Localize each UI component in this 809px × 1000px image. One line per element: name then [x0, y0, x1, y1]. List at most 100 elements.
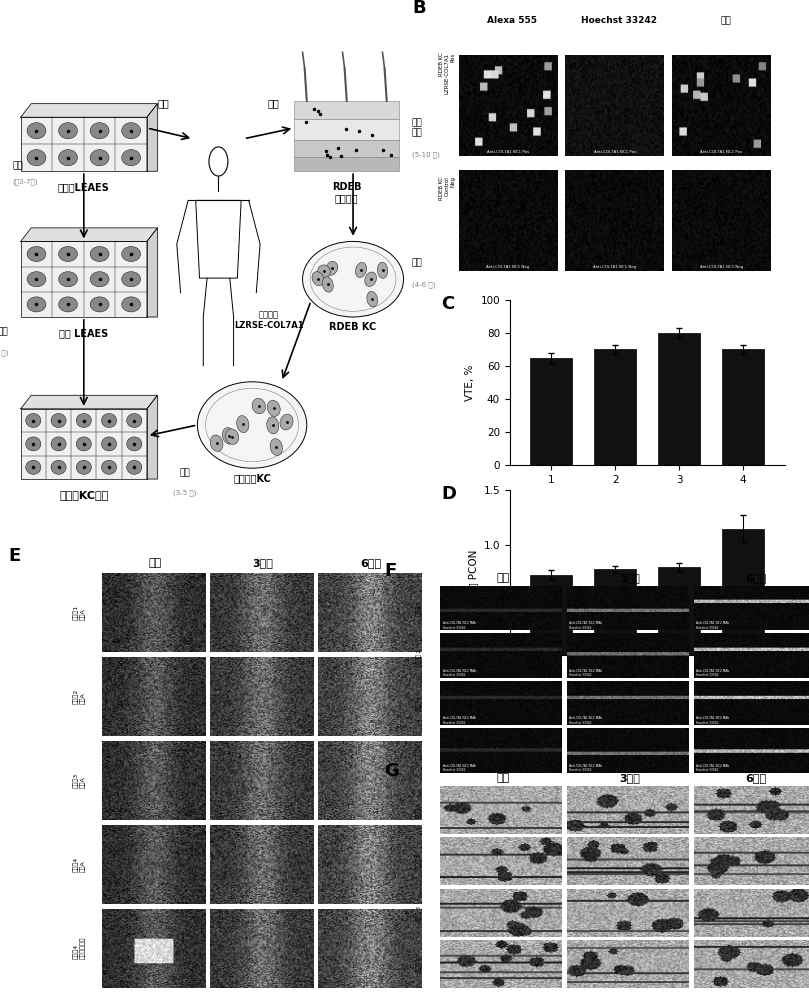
Text: Anti-COL7A1 NC2 MAb
Hoechst 33342: Anti-COL7A1 NC2 MAb Hoechst 33342: [696, 764, 729, 772]
Text: Anti-COL7A1 NC2 MAb
Hoechst 33342: Anti-COL7A1 NC2 MAb Hoechst 33342: [570, 669, 603, 677]
Ellipse shape: [121, 123, 141, 139]
Text: 基线: 基线: [496, 573, 510, 583]
Text: Anti-COL7A1 NC2 MAb
Hoechst 33342: Anti-COL7A1 NC2 MAb Hoechst 33342: [443, 669, 476, 677]
Ellipse shape: [252, 398, 265, 414]
Text: 合并: 合并: [720, 16, 731, 25]
Ellipse shape: [27, 123, 46, 139]
Ellipse shape: [76, 460, 91, 474]
Ellipse shape: [101, 460, 116, 474]
Text: G: G: [384, 762, 399, 780]
Text: RDEB KC
Control
Neg: RDEB KC Control Neg: [438, 176, 455, 200]
Ellipse shape: [101, 413, 116, 428]
Bar: [294, 140, 400, 157]
Ellipse shape: [58, 123, 78, 139]
Text: 受试者 4: 受试者 4: [417, 957, 422, 972]
Ellipse shape: [76, 413, 91, 428]
Text: 6个月: 6个月: [746, 773, 767, 783]
Ellipse shape: [27, 297, 46, 312]
Text: Anti-COL7A1 NC1 Neg: Anti-COL7A1 NC1 Neg: [700, 265, 743, 269]
Text: 受试者4
伤口A: 受试者4 伤口A: [74, 856, 86, 872]
Text: 受试者 2: 受试者 2: [417, 854, 422, 869]
Text: 3个月: 3个月: [252, 558, 273, 568]
Text: C: C: [441, 295, 454, 313]
Ellipse shape: [58, 246, 78, 262]
Text: 突变: 突变: [0, 328, 8, 337]
Bar: [659, 333, 700, 465]
Ellipse shape: [210, 435, 223, 451]
Polygon shape: [196, 200, 241, 278]
Text: 受试者3
伤口A: 受试者3 伤口A: [74, 772, 86, 788]
Text: 装配: 装配: [12, 161, 23, 170]
Text: (5-7 天): (5-7 天): [0, 349, 8, 356]
Text: 基线: 基线: [148, 558, 162, 568]
X-axis label: 受试者: 受试者: [637, 680, 658, 693]
Text: 移植: 移植: [158, 98, 170, 108]
Ellipse shape: [26, 437, 41, 451]
Ellipse shape: [90, 123, 109, 139]
Text: 受试者 1: 受试者 1: [417, 803, 422, 818]
Ellipse shape: [51, 460, 66, 474]
Bar: [595, 569, 636, 655]
Text: Anti-COL7A1 NC1 Pos: Anti-COL7A1 NC1 Pos: [487, 150, 529, 154]
Text: 受试者 1: 受试者 1: [417, 601, 422, 616]
Text: 受试者1
伤口A: 受试者1 伤口A: [74, 604, 86, 620]
Text: Anti-COL7A1 NC2 MAb
Hoechst 33342: Anti-COL7A1 NC2 MAb Hoechst 33342: [443, 716, 476, 725]
Bar: [722, 349, 764, 465]
Ellipse shape: [121, 246, 141, 262]
Text: Anti-COL7A1 NC2 MAb
Hoechst 33342: Anti-COL7A1 NC2 MAb Hoechst 33342: [570, 764, 603, 772]
Text: Anti-COL7A1 NC1 Pos: Anti-COL7A1 NC1 Pos: [594, 150, 636, 154]
Text: RDEB KC
LZRSE-COL7A1
Pos: RDEB KC LZRSE-COL7A1 Pos: [438, 52, 455, 94]
Polygon shape: [21, 241, 147, 317]
Text: Alexa 555: Alexa 555: [487, 16, 537, 25]
Text: Anti-COL7A1 NC1 Pos: Anti-COL7A1 NC1 Pos: [701, 150, 743, 154]
Text: 3个月: 3个月: [619, 573, 640, 583]
Ellipse shape: [101, 437, 116, 451]
Text: (4-6 天): (4-6 天): [412, 281, 435, 288]
Bar: [595, 349, 636, 465]
Text: (5-10 天): (5-10 天): [412, 152, 440, 158]
Text: 受试者 2: 受试者 2: [417, 649, 422, 664]
Text: 均匀的KC片层: 均匀的KC片层: [59, 490, 108, 500]
Text: Anti-COL7A1 NC2 MAb
Hoechst 33342: Anti-COL7A1 NC2 MAb Hoechst 33342: [570, 716, 603, 725]
Text: F: F: [384, 562, 396, 580]
Ellipse shape: [121, 272, 141, 287]
Text: 受试者4
未治疗的伤口: 受试者4 未治疗的伤口: [74, 937, 86, 959]
Text: Anti-COL7A1 NC2 MAb
Hoechst 33342: Anti-COL7A1 NC2 MAb Hoechst 33342: [696, 716, 729, 725]
Text: 基因转移
LZRSE-COL7A1: 基因转移 LZRSE-COL7A1: [234, 310, 303, 330]
Text: 扩增: 扩增: [180, 468, 190, 477]
Text: (第3-7天): (第3-7天): [12, 179, 38, 185]
Bar: [294, 157, 400, 171]
Ellipse shape: [26, 413, 41, 428]
Text: (3-5 天): (3-5 天): [173, 490, 197, 496]
Text: Anti-COL7A1 NC2 MAb
Hoechst 33342: Anti-COL7A1 NC2 MAb Hoechst 33342: [443, 764, 476, 772]
Text: Anti-COL7A1 NC2 MAb
Hoechst 33342: Anti-COL7A1 NC2 MAb Hoechst 33342: [443, 621, 476, 630]
Ellipse shape: [121, 297, 141, 312]
Ellipse shape: [237, 416, 249, 433]
Text: Anti-COL7A1 NC2 MAb
Hoechst 33342: Anti-COL7A1 NC2 MAb Hoechst 33342: [696, 621, 729, 630]
Ellipse shape: [303, 241, 404, 317]
Text: Anti-COL7A1 NC1 Neg: Anti-COL7A1 NC1 Neg: [593, 265, 636, 269]
Text: Anti-COL7A1 NC1 Neg: Anti-COL7A1 NC1 Neg: [486, 265, 529, 269]
Ellipse shape: [326, 261, 337, 275]
Text: 3个月: 3个月: [619, 773, 640, 783]
Y-axis label: 平均 PCON: 平均 PCON: [468, 550, 478, 595]
Y-axis label: VTE, %: VTE, %: [464, 364, 475, 401]
Text: 受试者 3: 受试者 3: [417, 906, 422, 921]
Ellipse shape: [90, 246, 109, 262]
Text: RDEB KC: RDEB KC: [329, 322, 377, 332]
Ellipse shape: [267, 400, 280, 416]
Text: 6个月: 6个月: [746, 573, 767, 583]
Ellipse shape: [58, 272, 78, 287]
Ellipse shape: [355, 262, 366, 278]
Text: RDEB
皮肤样品: RDEB 皮肤样品: [332, 182, 362, 204]
Ellipse shape: [58, 297, 78, 312]
Ellipse shape: [366, 291, 378, 307]
Bar: [531, 575, 572, 655]
Ellipse shape: [58, 150, 78, 166]
Ellipse shape: [127, 460, 142, 474]
Polygon shape: [21, 395, 158, 409]
Ellipse shape: [27, 150, 46, 166]
Polygon shape: [147, 228, 158, 317]
Text: Anti-COL7A1 NC2 MAb
Hoechst 33342: Anti-COL7A1 NC2 MAb Hoechst 33342: [570, 621, 603, 630]
Bar: [294, 101, 400, 119]
